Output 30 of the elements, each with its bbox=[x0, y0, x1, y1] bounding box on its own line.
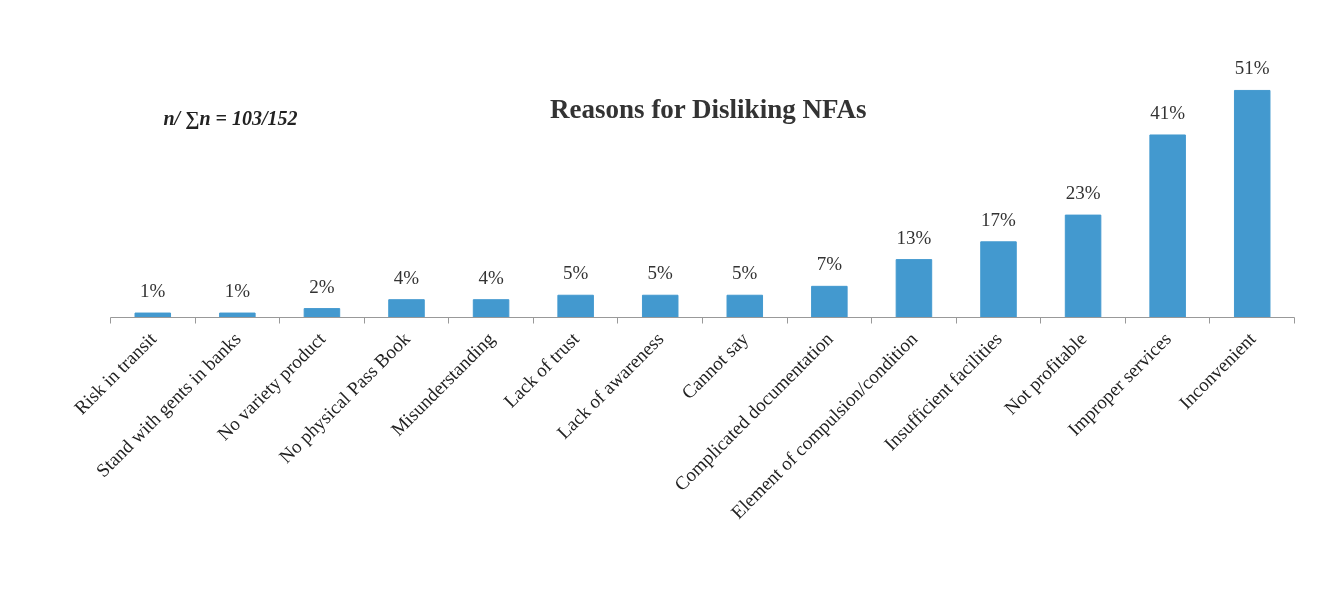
data-label: 17% bbox=[981, 208, 1017, 230]
data-label: 4% bbox=[393, 266, 420, 288]
data-label: 2% bbox=[309, 275, 335, 297]
bar bbox=[472, 299, 510, 318]
data-label: 13% bbox=[896, 226, 932, 248]
data-label: 7% bbox=[816, 253, 843, 275]
bar bbox=[219, 312, 256, 318]
chart-title: Reasons for Disliking NFAs bbox=[550, 93, 867, 124]
data-label: 23% bbox=[1065, 182, 1101, 204]
bar bbox=[388, 299, 425, 318]
bar bbox=[303, 308, 341, 318]
data-label: 41% bbox=[1150, 101, 1186, 123]
data-label: 1% bbox=[140, 280, 166, 302]
bar bbox=[1149, 134, 1186, 318]
bar bbox=[895, 259, 933, 318]
bar bbox=[980, 241, 1017, 318]
data-label: 51% bbox=[1234, 57, 1270, 79]
bar bbox=[811, 285, 848, 318]
data-label: 4% bbox=[478, 266, 504, 288]
bar bbox=[134, 312, 172, 318]
annotation: n/ ∑n = 103/152 bbox=[163, 106, 298, 130]
bar bbox=[1064, 214, 1102, 318]
data-label: 5% bbox=[562, 262, 589, 284]
bar bbox=[557, 294, 594, 318]
data-label: 5% bbox=[647, 262, 674, 284]
bar bbox=[726, 294, 764, 318]
data-label: 5% bbox=[732, 262, 758, 284]
bar bbox=[641, 294, 679, 318]
bar bbox=[1233, 89, 1271, 318]
data-label: 1% bbox=[224, 280, 251, 302]
